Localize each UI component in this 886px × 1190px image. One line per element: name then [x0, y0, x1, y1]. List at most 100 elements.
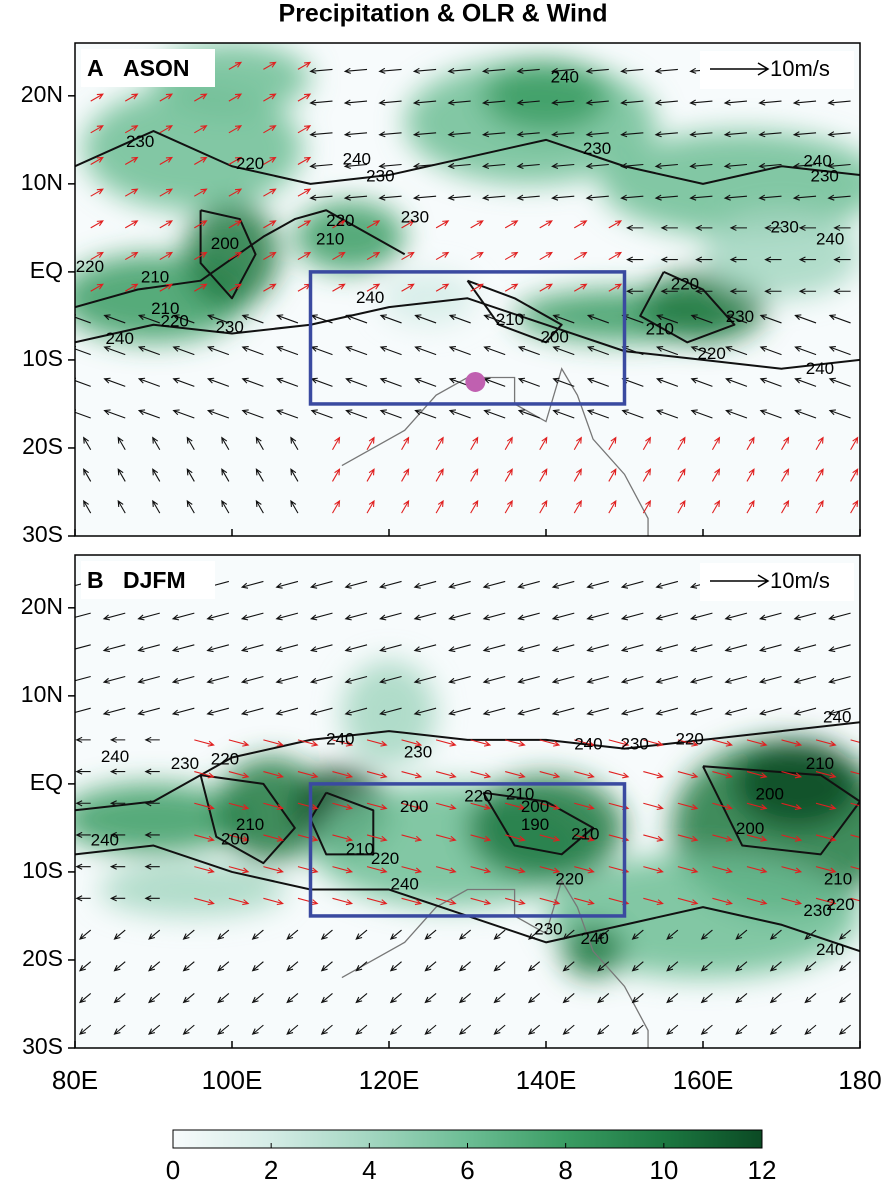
wind-arrow: [631, 961, 644, 972]
map-panel: [75, 43, 860, 536]
wind-arrow: [435, 739, 457, 747]
wind-arrow: [516, 131, 540, 138]
wind-arrow: [320, 929, 333, 940]
wind-arrow: [573, 220, 588, 229]
wind-arrow: [597, 929, 610, 940]
wind-arrow: [620, 580, 644, 589]
wind-arrow: [735, 1024, 748, 1035]
wind-arrow: [573, 499, 582, 514]
panel-frame: [74, 42, 861, 537]
wind-arrow: [458, 929, 471, 940]
wind-arrow: [378, 131, 402, 138]
wind-arrow: [528, 1024, 541, 1035]
wind-arrow: [746, 771, 768, 779]
wind-arrow: [401, 499, 410, 514]
wind-arrow: [75, 409, 91, 419]
wind-arrow: [148, 992, 161, 1004]
wind-arrow: [401, 468, 410, 482]
wind-arrow: [620, 707, 644, 716]
scale-label: 10m/s: [770, 568, 830, 593]
wind-arrow: [608, 771, 630, 779]
wind-arrow: [124, 283, 139, 292]
panel-season: ASON: [123, 55, 189, 81]
region-box: [308, 270, 627, 406]
wind-arrow: [251, 1024, 264, 1035]
contour-label: 230: [401, 208, 429, 227]
panel-frame: [74, 554, 861, 1049]
wind-arrow: [448, 644, 471, 653]
title: Precipitation & OLR & Wind: [279, 0, 608, 28]
wind-arrow: [551, 675, 575, 684]
wind-arrow: [345, 409, 368, 419]
wind-arrow: [551, 99, 575, 106]
olr-contour: [75, 721, 860, 812]
wind-arrow: [655, 707, 679, 716]
wind-arrow: [241, 346, 264, 356]
wind-arrow: [276, 377, 299, 387]
wind-arrow: [539, 771, 561, 779]
wind-arrow: [124, 220, 139, 229]
wind-arrow: [435, 251, 450, 261]
wind-arrow: [481, 162, 506, 170]
wind-arrow: [677, 866, 699, 874]
wind-arrow: [435, 499, 444, 514]
olr-contour: [482, 791, 595, 856]
wind-arrow: [332, 283, 346, 292]
wind-arrow: [263, 156, 277, 165]
contour-label: 210: [496, 310, 524, 329]
wind-arrow: [483, 314, 506, 324]
wind-arrow: [194, 93, 208, 102]
wind-arrow: [206, 612, 230, 621]
wind-arrow: [424, 992, 437, 1004]
wind-arrow: [435, 436, 444, 451]
panel-letter: B: [87, 567, 104, 593]
contour-label: 210: [646, 319, 674, 338]
wind-arrow: [83, 499, 92, 514]
wind-arrow: [297, 771, 319, 779]
lat-tick-label: 10N: [21, 681, 63, 707]
wind-arrow: [75, 895, 91, 902]
contour-label: 240: [823, 707, 851, 726]
wind-arrow: [182, 1024, 195, 1035]
lon-tick-label: 80E: [52, 1065, 98, 1095]
wind-arrow: [758, 131, 782, 138]
wind-arrow: [689, 644, 713, 653]
wind-arrow: [759, 346, 782, 356]
wind-arrow: [677, 834, 699, 842]
wind-arrow: [482, 612, 506, 621]
wind-arrow: [137, 346, 160, 356]
wind-arrow: [470, 468, 479, 482]
wind-arrow: [626, 224, 644, 231]
wind-arrow: [574, 866, 595, 874]
wind-arrow: [539, 499, 548, 514]
contour-label: 220: [555, 869, 583, 888]
wind-arrow: [435, 220, 450, 229]
wind-arrow: [309, 675, 333, 684]
wind-arrow: [401, 866, 423, 874]
wind-arrow: [764, 224, 782, 231]
wind-arrow: [794, 409, 817, 419]
wind-arrow: [759, 612, 782, 621]
wind-arrow: [424, 961, 437, 972]
wind-arrow: [171, 644, 195, 653]
wind-arrow: [573, 468, 582, 482]
colorbar-tick-label: 0: [166, 1155, 180, 1185]
wind-arrow: [206, 377, 230, 387]
wind-arrow: [689, 612, 713, 621]
panel-label-bg: [81, 49, 215, 87]
wind-arrow: [573, 251, 588, 261]
wind-arrow: [366, 283, 381, 292]
wind-arrow: [251, 992, 264, 1004]
wind-arrow: [103, 346, 126, 356]
wind-arrow: [448, 346, 471, 356]
wind-arrow: [746, 499, 755, 514]
wind-arrow: [597, 961, 610, 972]
wind-arrow: [378, 67, 402, 74]
colorbar-tick-label: 8: [558, 1155, 572, 1185]
wind-arrow: [309, 612, 333, 621]
wind-arrow: [528, 929, 541, 940]
wind-arrow: [217, 992, 230, 1004]
wind-arrow: [171, 675, 195, 684]
wind-arrow: [309, 99, 333, 106]
wind-arrow: [137, 644, 160, 653]
